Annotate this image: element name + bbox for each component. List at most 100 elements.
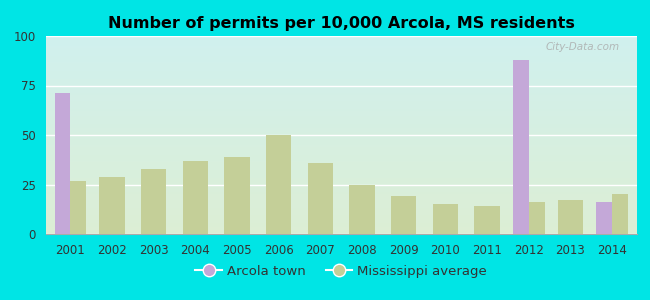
Bar: [46, 144, 637, 145]
Bar: [46, 155, 637, 156]
Bar: [46, 220, 637, 221]
Bar: [46, 45, 637, 46]
Bar: [46, 126, 637, 127]
Bar: [46, 225, 637, 226]
Bar: [46, 211, 637, 212]
Bar: [46, 141, 637, 142]
Bar: [46, 214, 637, 215]
Bar: [46, 62, 637, 63]
Bar: [46, 160, 637, 161]
Bar: [46, 196, 637, 197]
Bar: [46, 101, 637, 102]
Bar: [46, 43, 637, 44]
Bar: [46, 177, 637, 178]
Bar: [46, 208, 637, 209]
Bar: [46, 185, 637, 187]
Bar: [350, 184, 375, 234]
Bar: [46, 203, 637, 204]
Bar: [46, 79, 637, 80]
Bar: [46, 102, 637, 103]
Bar: [46, 51, 637, 52]
Bar: [46, 65, 637, 66]
Bar: [433, 204, 458, 234]
Bar: [46, 75, 637, 76]
Bar: [596, 202, 612, 234]
Bar: [46, 106, 637, 107]
Bar: [46, 174, 637, 175]
Bar: [46, 153, 637, 154]
Bar: [46, 116, 637, 117]
Bar: [46, 182, 637, 184]
Bar: [46, 146, 637, 147]
Bar: [46, 131, 637, 132]
Bar: [46, 137, 637, 138]
Bar: [46, 85, 637, 86]
Bar: [46, 134, 637, 135]
Bar: [46, 95, 637, 96]
Bar: [46, 201, 637, 202]
Bar: [46, 57, 637, 58]
Bar: [46, 99, 637, 100]
Bar: [46, 46, 637, 47]
Bar: [46, 202, 637, 203]
Bar: [46, 165, 637, 166]
Bar: [46, 228, 637, 229]
Bar: [46, 205, 637, 206]
Bar: [46, 151, 637, 152]
Bar: [46, 82, 637, 83]
Bar: [46, 38, 637, 39]
Bar: [46, 123, 637, 124]
Bar: [46, 227, 637, 228]
Bar: [46, 195, 637, 196]
Bar: [46, 107, 637, 108]
Bar: [46, 59, 637, 60]
Bar: [46, 176, 637, 177]
Bar: [46, 85, 637, 86]
Bar: [46, 125, 637, 126]
Bar: [46, 199, 637, 200]
Bar: [46, 166, 637, 167]
Bar: [46, 132, 637, 133]
Bar: [46, 136, 637, 137]
Bar: [46, 159, 637, 160]
Bar: [46, 52, 637, 53]
Bar: [46, 104, 637, 105]
Bar: [46, 172, 637, 174]
Bar: [46, 168, 637, 169]
Bar: [46, 161, 637, 162]
Bar: [46, 197, 637, 198]
Bar: [46, 175, 637, 176]
Bar: [46, 221, 637, 222]
Bar: [46, 53, 637, 54]
Bar: [46, 83, 637, 85]
Bar: [46, 140, 637, 141]
Bar: [46, 47, 637, 48]
Legend: Arcola town, Mississippi average: Arcola town, Mississippi average: [190, 259, 492, 283]
Bar: [46, 138, 637, 139]
Bar: [46, 163, 637, 164]
Bar: [46, 122, 637, 123]
Bar: [46, 184, 637, 185]
Bar: [46, 89, 637, 91]
Bar: [46, 188, 637, 190]
Bar: [46, 120, 637, 121]
Bar: [46, 147, 637, 148]
Bar: [46, 112, 637, 113]
Bar: [46, 190, 637, 191]
Bar: [46, 192, 637, 194]
Bar: [46, 154, 637, 155]
Bar: [46, 216, 637, 217]
Bar: [391, 196, 417, 234]
Bar: [612, 194, 628, 234]
Bar: [46, 233, 637, 234]
Bar: [46, 230, 637, 231]
Bar: [46, 94, 637, 95]
Bar: [46, 129, 637, 130]
Bar: [183, 161, 208, 234]
Bar: [46, 127, 637, 128]
Bar: [46, 158, 637, 159]
Bar: [46, 108, 637, 109]
Bar: [46, 63, 637, 64]
Bar: [46, 58, 637, 59]
Bar: [46, 49, 637, 50]
